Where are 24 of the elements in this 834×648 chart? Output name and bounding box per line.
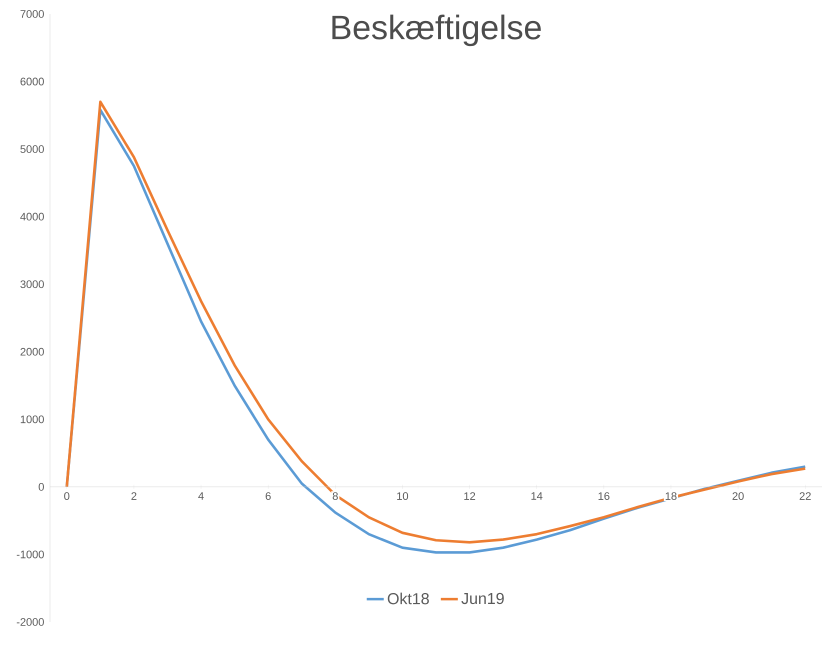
y-tick-label: 7000 [20,10,44,18]
y-tick-label: 0 [38,483,44,491]
x-tick-label: 20 [732,492,744,500]
y-tick-label: -2000 [16,618,44,626]
chart-title: Beskæftigelse [332,14,541,46]
y-tick-label: 1000 [20,415,44,424]
x-tick-label: 12 [464,492,476,500]
x-tick-label: 4 [198,492,204,500]
y-tick-label: 5000 [20,145,44,153]
x-tick-label: 16 [598,492,610,500]
y-tick-label: 2000 [20,348,44,356]
x-tick-label: 6 [266,492,271,500]
y-tick-label: 3000 [20,280,44,288]
x-tick-label: 14 [531,492,542,500]
y-tick-label: 4000 [20,212,44,221]
legend-label: Jun19 [461,592,504,604]
x-tick-label: 2 [131,492,136,500]
x-tick-label: 22 [800,492,811,500]
y-tick-label: -1000 [16,550,44,558]
x-tick-label: 0 [64,492,70,500]
x-tick-label: 10 [397,492,408,500]
x-tick-label: 8 [332,492,338,500]
legend-label: Okt18 [388,592,429,604]
y-tick-label: 6000 [20,78,44,86]
